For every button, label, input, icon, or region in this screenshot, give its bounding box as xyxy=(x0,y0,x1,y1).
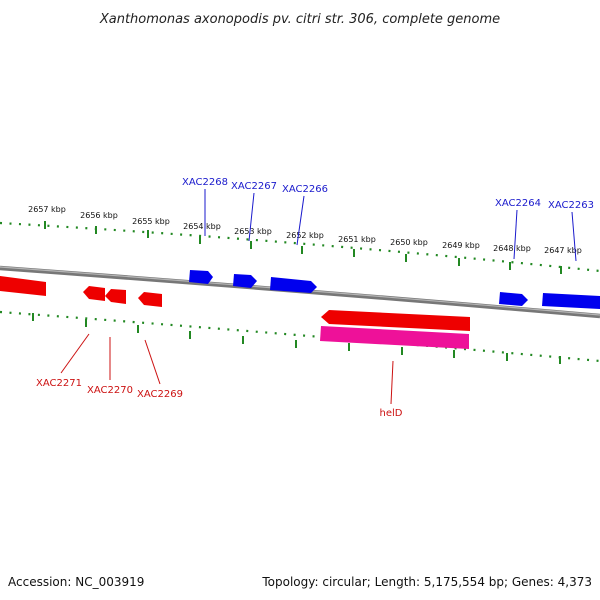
gene-arrow-reverse[interactable] xyxy=(83,286,105,301)
lower-tick-row xyxy=(0,310,600,363)
tick-label: 2649 kbp xyxy=(442,241,480,250)
gene-arrow-forward[interactable] xyxy=(542,293,600,309)
reverse-strand-genes xyxy=(0,276,470,349)
gene-arrow-reverse[interactable] xyxy=(138,292,162,307)
tick-label: 2653 kbp xyxy=(234,227,272,236)
gene-label[interactable]: XAC2271 xyxy=(36,378,82,389)
gene-label[interactable]: helD xyxy=(380,408,403,419)
gene-label[interactable]: XAC2269 xyxy=(137,389,183,400)
accession-label: Accession: NC_003919 xyxy=(8,575,144,589)
tick-label: 2655 kbp xyxy=(132,217,170,226)
tick-label: 2650 kbp xyxy=(390,238,428,247)
tick-label: 2656 kbp xyxy=(80,211,118,220)
tick-label: 2654 kbp xyxy=(183,222,221,231)
gene-arrow-forward[interactable] xyxy=(499,292,528,306)
map-title: Xanthomonas axonopodis pv. citri str. 30… xyxy=(99,12,500,27)
forward-strand-genes xyxy=(189,270,600,309)
rna-feature[interactable] xyxy=(320,326,469,349)
gene-label[interactable]: XAC2263 xyxy=(548,200,594,211)
tick-label: 2651 kbp xyxy=(338,235,376,244)
gene-label[interactable]: XAC2268 xyxy=(182,177,228,188)
tick-label: 2648 kbp xyxy=(493,244,531,253)
callout-line xyxy=(248,192,255,242)
gene-label[interactable]: XAC2264 xyxy=(495,198,541,209)
genome-summary: Topology: circular; Length: 5,175,554 bp… xyxy=(261,575,592,589)
callout-line xyxy=(296,195,305,246)
gene-arrow-forward[interactable] xyxy=(233,274,257,288)
gene-arrow-forward[interactable] xyxy=(270,277,317,293)
tick-label: 2657 kbp xyxy=(28,205,66,214)
gene-label[interactable]: XAC2266 xyxy=(282,184,328,195)
gene-label[interactable]: XAC2270 xyxy=(87,385,133,396)
callout-line xyxy=(390,360,394,405)
callout-line xyxy=(60,333,90,374)
callout-line xyxy=(513,209,518,260)
tick-label: 2652 kbp xyxy=(286,231,324,240)
callout-line xyxy=(144,339,161,385)
tick-layer: 2657 kbp 2656 kbp 2655 kbp 2654 kbp 2653 kbp… xyxy=(28,205,582,364)
gene-arrow-reverse[interactable] xyxy=(105,289,126,304)
gene-arrow-reverse[interactable] xyxy=(321,310,470,331)
gene-arrow-forward[interactable] xyxy=(189,270,213,284)
tick-label: 2647 kbp xyxy=(544,246,582,255)
gene-label[interactable]: XAC2267 xyxy=(231,181,277,192)
gene-callouts: XAC2268 XAC2267 XAC2266 XAC2264 XAC2263 XAC22… xyxy=(36,177,594,419)
gene-arrow-reverse[interactable] xyxy=(0,276,46,296)
callout-line xyxy=(571,211,577,262)
